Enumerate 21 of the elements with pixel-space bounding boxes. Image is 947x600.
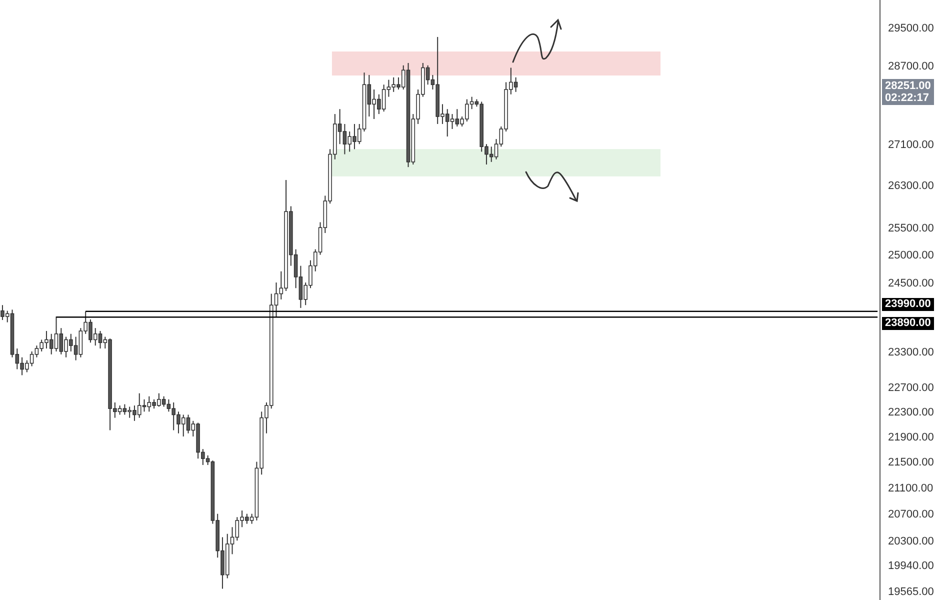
y-tick-label: 20700.00 (888, 508, 934, 521)
y-tick-label: 21900.00 (888, 431, 934, 444)
y-tick-label: 21500.00 (888, 456, 934, 469)
y-tick-label: 28700.00 (888, 60, 934, 72)
y-tick-label: 24500.00 (888, 277, 934, 290)
y-tick-label: 19940.00 (888, 560, 934, 572)
y-tick-label: 20300.00 (888, 535, 934, 548)
y-tick-label: 27100.00 (888, 138, 934, 151)
y-tick-label: 19565.00 (888, 586, 934, 598)
y-tick-label: 23300.00 (888, 346, 934, 358)
y-tick-label: 25000.00 (888, 250, 934, 262)
ref-line-label: 23990.00 (882, 298, 934, 312)
y-tick-label: 21100.00 (888, 482, 934, 494)
text: 02:22:17 (885, 92, 930, 104)
y-tick-label: 29500.00 (888, 22, 934, 35)
y-tick-label: 26300.00 (888, 180, 934, 192)
ref-line-label: 23890.00 (882, 317, 934, 330)
y-tick-label: 25500.00 (888, 222, 934, 235)
y-tick-label: 22300.00 (888, 406, 934, 419)
text: 28251.00 (885, 80, 931, 92)
y-tick-label: 22700.00 (888, 382, 934, 394)
